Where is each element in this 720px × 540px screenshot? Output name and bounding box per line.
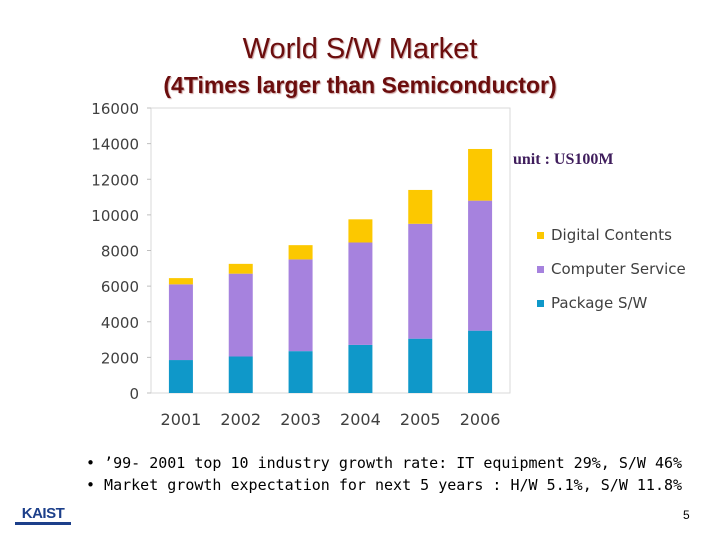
y-tick-label: 10000: [91, 207, 139, 225]
bar-package-s-w-2006: [468, 330, 493, 393]
bar-package-s-w-2001: [168, 360, 193, 393]
bar-computer-service-2003: [288, 259, 313, 352]
plot-border: [150, 107, 511, 394]
y-tick-label: 12000: [91, 171, 139, 189]
legend-swatch: [537, 299, 544, 307]
bar-computer-service-2001: [168, 284, 193, 361]
bar-digital-contents-2004: [348, 219, 373, 243]
legend-swatch: [537, 265, 544, 273]
bullet-list: • ’99- 2001 top 10 industry growth rate:…: [86, 452, 686, 496]
kaist-logo: KAIST: [12, 504, 74, 525]
y-tick-label: 6000: [101, 278, 139, 296]
page-number: 5: [683, 508, 690, 522]
x-tick-label: 2003: [280, 410, 321, 429]
bar-package-s-w-2004: [348, 344, 373, 393]
legend-item: Package S/W: [537, 286, 686, 320]
legend-item: Computer Service: [537, 252, 686, 286]
y-tick-label: 4000: [101, 314, 139, 332]
y-axis: 0 2000 4000 6000 8000 10000 12000 14000 16000: [91, 100, 151, 403]
legend-label: Computer Service: [551, 260, 686, 278]
bar-package-s-w-2005: [408, 338, 433, 393]
svg-text:KAIST: KAIST: [22, 505, 65, 522]
bar-computer-service-2002: [228, 273, 253, 357]
bar-computer-service-2006: [468, 200, 493, 331]
unit-label: unit : US100M: [513, 151, 614, 168]
legend-label: Package S/W: [551, 294, 648, 312]
slide-title: World S/W Market: [242, 33, 478, 65]
chart-legend: Digital Contents Computer Service Package …: [537, 218, 686, 320]
legend-item: Digital Contents: [537, 218, 686, 252]
slide-subtitle: (4Times larger than Semiconductor): [163, 72, 557, 98]
bar-digital-contents-2003: [288, 245, 313, 260]
bar-digital-contents-2006: [468, 148, 493, 201]
y-tick-label: 8000: [101, 243, 139, 261]
y-tick-label: 14000: [91, 136, 139, 154]
x-tick-label: 2002: [220, 410, 261, 429]
x-tick-label: 2004: [340, 410, 381, 429]
x-tick-label: 2005: [400, 410, 441, 429]
plot-area: [150, 107, 511, 394]
legend-swatch: [537, 231, 544, 239]
y-tick-label: 16000: [91, 100, 139, 118]
y-tick-label: 2000: [101, 349, 139, 367]
x-tick-label: 2001: [161, 410, 202, 429]
bar-digital-contents-2005: [408, 189, 433, 224]
bullet-growth-rate: • ’99- 2001 top 10 industry growth rate:…: [86, 454, 683, 472]
bar-digital-contents-2001: [168, 278, 193, 285]
bar-package-s-w-2003: [288, 351, 313, 393]
bar-digital-contents-2002: [228, 263, 253, 274]
bar-computer-service-2005: [408, 223, 433, 339]
legend-label: Digital Contents: [551, 226, 672, 244]
bars: [168, 148, 493, 393]
bar-package-s-w-2002: [228, 356, 253, 393]
x-axis: 2001 2002 2003 2004 2005 2006: [161, 410, 501, 429]
bar-computer-service-2004: [348, 242, 373, 345]
y-tick-label: 0: [129, 385, 139, 403]
bullet-growth-expectation: • Market growth expectation for next 5 y…: [86, 476, 683, 494]
x-tick-label: 2006: [460, 410, 501, 429]
